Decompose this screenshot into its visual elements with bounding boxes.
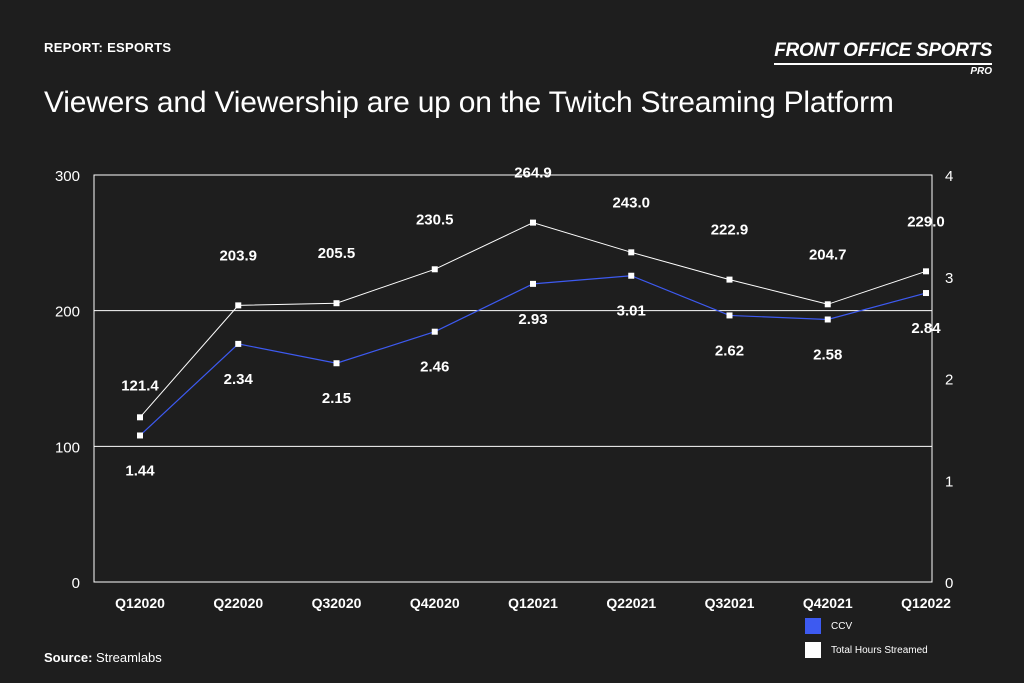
hours-data-label: 121.4 [121, 377, 159, 394]
report-tag: REPORT: ESPORTS [44, 40, 172, 55]
hours-point [530, 219, 536, 226]
y-left-tick-label: 0 [72, 575, 80, 592]
legend-swatch-hours [805, 642, 821, 658]
ccv-data-label: 3.01 [617, 303, 646, 320]
legend-swatch-ccv [805, 618, 821, 634]
hours-point [137, 414, 143, 421]
ccv-point [726, 312, 733, 319]
x-tick-label: Q32020 [312, 595, 362, 611]
x-tick-label: Q32021 [705, 595, 755, 611]
source-label: Source: [44, 650, 93, 665]
hours-data-label: 204.7 [809, 246, 847, 263]
legend-label-ccv: CCV [831, 620, 853, 632]
hours-data-label: 264.9 [514, 165, 552, 182]
y-left-tick-label: 100 [55, 439, 80, 456]
x-tick-label: Q22020 [213, 595, 263, 611]
series-layer: 121.4 203.9 205.5 230.5 264.9 243.0 222.9 204.7… [121, 165, 945, 480]
gridlines [94, 310, 932, 447]
hours-point [235, 302, 242, 309]
y-axis-left: 0 100 200 300 [55, 168, 80, 592]
ccv-point [824, 316, 831, 323]
hours-point [628, 249, 635, 256]
ccv-data-label: 2.84 [911, 320, 941, 337]
x-tick-label: Q12020 [115, 595, 165, 611]
x-tick-label: Q12022 [901, 595, 951, 611]
source-value: Streamlabs [96, 650, 162, 665]
hours-point [824, 301, 831, 308]
chart-title: Viewers and Viewership are up on the Twi… [44, 86, 894, 119]
ccv-data-label: 2.62 [715, 342, 744, 359]
hours-point [431, 266, 438, 273]
hours-point [333, 300, 340, 307]
ccv-point [923, 290, 929, 297]
hours-data-label: 229.0 [907, 213, 945, 230]
legend-label-hours: Total Hours Streamed [831, 644, 928, 656]
hours-data-label: 222.9 [711, 222, 749, 239]
ccv-data-label: 2.34 [224, 371, 254, 388]
hours-data-label: 203.9 [219, 247, 257, 264]
ccv-point [530, 280, 536, 287]
ccv-data-label: 2.46 [420, 359, 449, 376]
ccv-data-label: 1.44 [125, 462, 155, 479]
y-left-tick-label: 200 [55, 304, 80, 321]
ccv-point [628, 272, 635, 279]
hours-data-label: 230.5 [416, 211, 454, 228]
ccv-point [333, 360, 340, 367]
x-tick-label: Q12021 [508, 595, 558, 611]
ccv-point [235, 340, 242, 347]
y-right-tick-label: 2 [945, 372, 953, 389]
x-tick-label: Q42021 [803, 595, 853, 611]
y-right-tick-label: 1 [945, 473, 953, 490]
hours-data-label: 205.5 [318, 245, 356, 262]
legend-item-hours: Total Hours Streamed [805, 642, 928, 658]
y-right-tick-label: 4 [945, 168, 953, 185]
legend: CCV Total Hours Streamed [805, 618, 928, 666]
y-axis-right: 0 1 2 3 4 [945, 168, 953, 592]
source-note: Source: Streamlabs [44, 650, 162, 665]
y-right-tick-label: 0 [945, 575, 953, 592]
ccv-data-label: 2.58 [813, 346, 842, 363]
ccv-point [137, 432, 143, 439]
hours-data-label: 243.0 [612, 194, 650, 211]
y-right-tick-label: 3 [945, 270, 953, 287]
y-left-tick-label: 300 [55, 168, 80, 185]
ccv-data-label: 2.93 [518, 311, 547, 328]
ccv-data-label: 2.15 [322, 390, 351, 407]
brand-name: FRONT OFFICE SPORTS [774, 40, 992, 65]
hours-point [923, 268, 929, 275]
plot-frame [93, 174, 933, 583]
x-tick-label: Q42020 [410, 595, 460, 611]
x-axis: Q12020 Q22020 Q32020 Q42020 Q12021 Q22021 Q320… [115, 595, 951, 611]
x-tick-label: Q22021 [606, 595, 656, 611]
brand-logo: FRONT OFFICE SPORTS PRO [774, 40, 992, 77]
ccv-point [431, 328, 438, 335]
hours-point [726, 276, 733, 283]
brand-sub: PRO [970, 66, 992, 77]
legend-item-ccv: CCV [805, 618, 928, 634]
